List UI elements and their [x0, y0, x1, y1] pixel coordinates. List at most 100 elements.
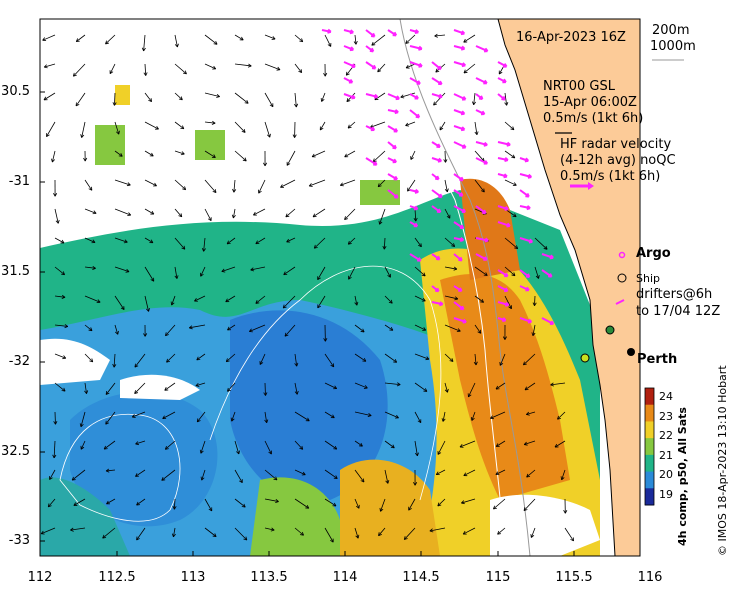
current-arrow — [144, 295, 150, 312]
current-arrowhead — [283, 271, 286, 275]
current-arrow — [354, 382, 368, 389]
current-arrow — [283, 266, 296, 276]
current-arrow — [384, 266, 391, 278]
current-arrowhead — [476, 131, 479, 135]
current-arrowhead — [71, 476, 74, 481]
current-arrow — [162, 411, 176, 419]
current-arrowhead — [453, 268, 458, 271]
current-arrow — [534, 237, 548, 250]
current-arrowhead — [245, 536, 248, 541]
current-arrow — [474, 266, 488, 276]
current-arrow — [354, 411, 372, 416]
current-arrow — [80, 411, 86, 427]
current-arrowhead — [417, 420, 421, 424]
current-arrowhead — [302, 471, 306, 476]
current-arrow — [105, 34, 116, 45]
current-arrowhead — [61, 273, 65, 276]
current-arrowhead — [513, 182, 517, 186]
current-arrowhead — [460, 128, 465, 132]
current-arrowhead — [244, 157, 247, 162]
current-arrowhead — [208, 508, 212, 512]
current-arrowhead — [433, 101, 435, 106]
current-arrowhead — [105, 390, 108, 395]
current-arrowhead — [459, 444, 463, 448]
current-arrowhead — [483, 188, 485, 193]
current-arrowhead — [523, 509, 528, 511]
current-arrow — [475, 157, 488, 165]
current-arrowhead — [423, 272, 426, 277]
date-label: 16-Apr-2023 16Z — [516, 30, 626, 45]
current-arrowhead — [334, 445, 338, 450]
current-arrowhead — [92, 265, 96, 269]
current-arrowhead — [213, 154, 216, 158]
current-arrowhead — [497, 530, 500, 535]
current-arrowhead — [454, 296, 459, 300]
current-arrowhead — [325, 338, 328, 342]
current-arrow — [442, 411, 446, 422]
y-tick-label: -31 — [8, 174, 30, 189]
current-arrowhead — [534, 302, 537, 306]
current-arrowhead — [388, 301, 393, 304]
current-arrow — [204, 498, 213, 512]
current-arrowhead — [145, 308, 149, 312]
current-arrow — [134, 382, 146, 394]
current-arrowhead — [377, 70, 382, 73]
current-arrowhead — [150, 239, 154, 243]
y-tick-label: 31.5 — [1, 264, 30, 279]
current-arrowhead — [216, 96, 220, 98]
current-arrow — [384, 469, 389, 484]
current-arrowhead — [226, 360, 230, 363]
current-arrow — [204, 179, 217, 193]
current-arrowhead — [231, 214, 234, 219]
current-arrow — [354, 469, 365, 483]
current-arrowhead — [148, 308, 150, 312]
current-arrow — [105, 411, 116, 425]
current-arrowhead — [199, 449, 202, 454]
current-arrowhead — [462, 321, 467, 324]
current-arrow — [444, 324, 461, 332]
current-arrow — [524, 382, 536, 391]
current-arrowhead — [178, 98, 183, 101]
current-arrow — [365, 157, 378, 166]
current-arrowhead — [141, 47, 144, 52]
current-arrow — [444, 382, 448, 393]
current-arrow — [51, 150, 56, 163]
current-arrowhead — [61, 296, 66, 299]
current-arrowhead — [485, 272, 488, 276]
current-arrow — [204, 121, 216, 124]
current-arrowhead — [263, 162, 266, 167]
current-arrowhead — [194, 298, 197, 302]
hf-line-3: 0.5m/s (1kt 6h) — [560, 169, 661, 184]
current-arrowhead — [346, 98, 349, 102]
current-arrow — [324, 440, 338, 450]
current-arrow — [410, 150, 416, 160]
current-arrow — [541, 317, 554, 325]
current-arrowhead — [512, 154, 516, 159]
current-arrowhead — [57, 219, 60, 224]
current-arrow — [294, 34, 304, 43]
current-arrowhead — [63, 355, 67, 359]
current-arrow — [405, 34, 416, 44]
current-arrowhead — [511, 274, 516, 277]
current-arrowhead — [512, 126, 515, 130]
current-arrow — [526, 411, 536, 415]
current-arrowhead — [504, 208, 509, 211]
current-arrowhead — [176, 275, 179, 279]
current-arrow — [414, 295, 426, 302]
current-arrowhead — [463, 472, 467, 476]
current-arrow — [135, 469, 146, 477]
current-arrowhead — [285, 215, 290, 218]
current-arrowhead — [269, 133, 271, 138]
current-arrowhead — [557, 415, 559, 420]
current-arrowhead — [173, 533, 176, 538]
current-arrowhead — [244, 102, 249, 104]
current-arrow — [354, 324, 365, 333]
current-arrow — [165, 324, 176, 336]
current-arrow — [54, 382, 66, 392]
current-arrowhead — [298, 70, 302, 73]
current-arrowhead — [275, 476, 278, 481]
current-arrow — [234, 469, 243, 483]
current-arrow — [321, 92, 326, 102]
current-arrowhead — [324, 72, 328, 77]
current-arrowhead — [378, 185, 382, 188]
